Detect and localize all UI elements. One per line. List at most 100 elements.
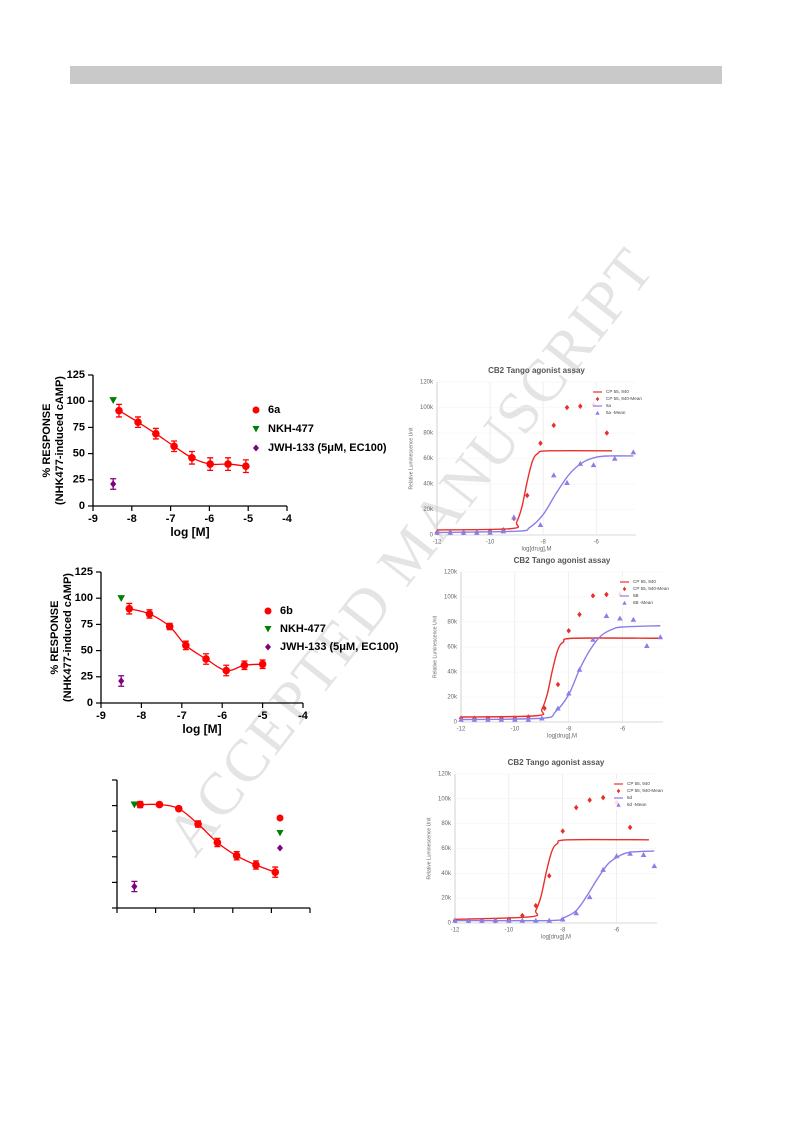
point [520, 912, 525, 919]
point [555, 705, 561, 711]
fit-line [460, 637, 661, 718]
point [452, 917, 458, 923]
point [258, 660, 267, 669]
legend-marker [253, 444, 259, 452]
x-tick-label: -9 [88, 513, 98, 525]
point [232, 851, 241, 860]
y-axis-label: Relative Luminescence Unit [426, 817, 432, 880]
legend-label: CP 55, 940-Mean [633, 586, 669, 591]
legend-label: 6a -Mean [606, 410, 626, 415]
y-tick-label: 0 [430, 533, 434, 539]
point [512, 716, 518, 722]
point [145, 610, 154, 618]
point [487, 529, 493, 535]
chart-title: CB2 Tango agonist assay [514, 556, 611, 565]
point [604, 430, 610, 436]
fit-line [436, 455, 634, 534]
point [622, 600, 627, 605]
y-axis-label: (NHK477-induced cAMP) [62, 573, 74, 702]
point [109, 397, 117, 404]
y-tick-label: 25 [81, 671, 93, 683]
x-tick-label: -10 [486, 540, 495, 546]
x-tick-label: -7 [166, 513, 176, 525]
legend-label: CP 55, 940 [627, 781, 650, 786]
point [271, 868, 280, 876]
y-tick-label: 20k [441, 896, 452, 902]
point [117, 595, 125, 602]
x-tick-label: -10 [505, 928, 514, 934]
point [559, 916, 566, 922]
point [511, 514, 517, 520]
point [479, 917, 485, 923]
point [539, 715, 545, 721]
y-tick-label: 75 [73, 421, 85, 433]
y-tick-label: 20k [447, 695, 458, 701]
y-tick-label: 50 [73, 448, 85, 460]
point [630, 449, 637, 455]
point [542, 705, 547, 712]
y-tick-label: 125 [67, 369, 85, 381]
legend-marker [252, 406, 260, 414]
y-tick-label: 100 [67, 395, 85, 407]
x-tick-label: -8 [137, 710, 147, 722]
x-axis-label: log [M] [170, 525, 209, 539]
point [627, 850, 633, 856]
x-axis-label: log[drug],M [521, 547, 551, 553]
point [564, 479, 570, 485]
y-tick-label: 25 [73, 474, 85, 486]
legend-label: CP 55, 940-Mean [627, 788, 663, 793]
point [465, 917, 472, 923]
y-tick-label: 0 [87, 697, 93, 709]
fit-line [454, 850, 655, 922]
y-tick-label: 50 [81, 645, 93, 657]
x-axis-label: log[drug],M [547, 734, 577, 740]
point [524, 492, 530, 499]
x-tick-label: -4 [282, 513, 293, 525]
point [600, 866, 606, 872]
y-tick-label: 60k [423, 456, 434, 462]
y-tick-label: 80k [447, 620, 458, 626]
y-tick-label: 80k [423, 431, 434, 437]
y-axis-label: % RESPONSE [49, 601, 61, 675]
point [474, 529, 480, 535]
point [525, 716, 532, 722]
x-tick-label: -12 [451, 928, 460, 934]
point [130, 801, 139, 809]
watermark: ACCEPTED MANUSCRIPT [153, 235, 667, 866]
point [573, 910, 579, 916]
point [564, 404, 570, 411]
point [170, 442, 178, 451]
point [240, 661, 249, 670]
point [537, 522, 544, 528]
point [155, 800, 164, 809]
point [611, 455, 618, 461]
y-tick-label: 20k [423, 507, 434, 513]
point [546, 917, 553, 923]
y-tick-label: 125 [75, 566, 93, 578]
point [174, 804, 183, 813]
point [533, 902, 539, 909]
point [644, 642, 650, 648]
point [115, 406, 123, 415]
point [500, 528, 507, 534]
x-tick-label: -6 [594, 540, 600, 546]
y-axis-label: % RESPONSE [41, 404, 53, 478]
point [578, 403, 583, 410]
y-tick-label: 120k [444, 570, 458, 576]
point [547, 873, 552, 879]
point [182, 641, 190, 650]
y-tick-label: 60k [441, 846, 452, 852]
y-tick-label: 60k [447, 645, 458, 651]
x-tick-label: -8 [127, 513, 137, 525]
point [533, 917, 539, 923]
point [616, 788, 621, 794]
y-tick-label: 100 [75, 592, 93, 604]
x-tick-label: -8 [560, 928, 566, 934]
x-tick-label: -5 [243, 513, 253, 525]
chart-title: CB2 Tango agonist assay [508, 758, 605, 767]
point [188, 453, 196, 462]
point [622, 586, 627, 592]
point [587, 797, 592, 803]
legend-label: 6d -Mean [627, 802, 647, 807]
